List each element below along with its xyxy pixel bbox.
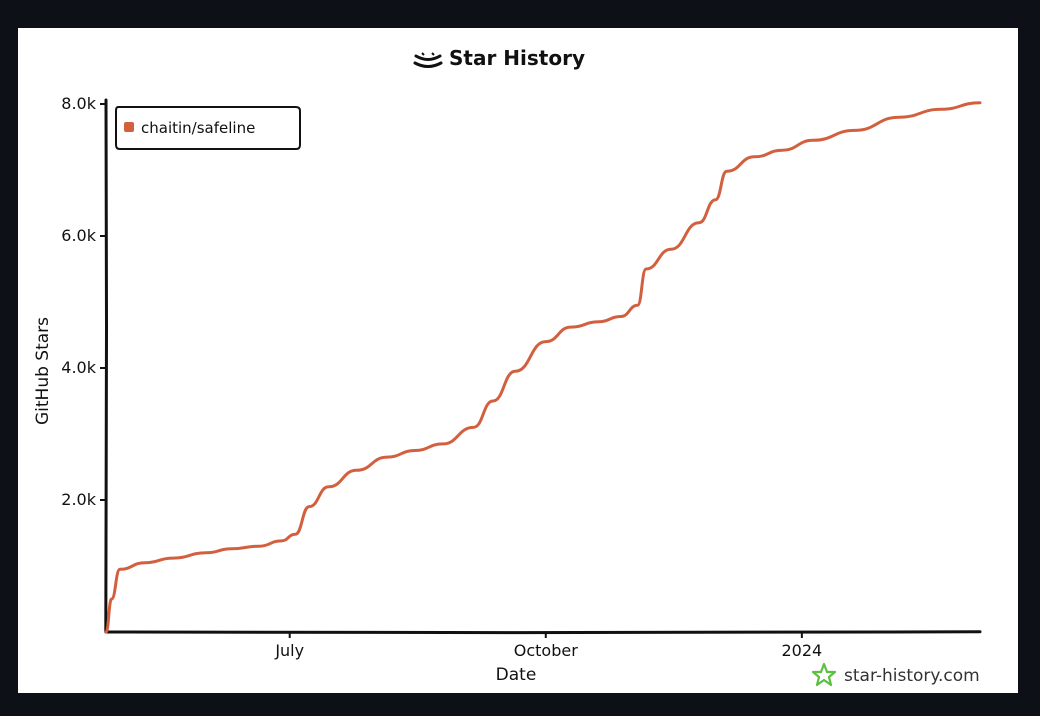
star-icon bbox=[811, 662, 837, 687]
chart-title-group: Star History bbox=[413, 46, 585, 70]
legend-swatch bbox=[124, 122, 134, 132]
series-group bbox=[104, 101, 982, 634]
brand-text: star-history.com bbox=[844, 666, 980, 686]
title-logo-icon bbox=[413, 52, 443, 68]
y-tick-label: 8.0k bbox=[61, 94, 96, 113]
y-tick-label: 6.0k bbox=[61, 226, 96, 245]
star-history-chart: Star History 2.0k 4.0k 6.0k 8.0k July Octobe… bbox=[33, 46, 982, 687]
y-ticks: 2.0k 4.0k 6.0k 8.0k bbox=[61, 94, 106, 509]
chart-title: Star History bbox=[449, 46, 585, 70]
chart-card: Star History 2.0k 4.0k 6.0k 8.0k July Octobe… bbox=[18, 28, 1018, 693]
legend: chaitin/safeline bbox=[115, 106, 301, 150]
x-ticks: July October 2024 bbox=[274, 632, 822, 660]
brand: star-history.com bbox=[811, 662, 980, 687]
y-axis-title: GitHub Stars bbox=[33, 317, 53, 425]
x-tick-label: 2024 bbox=[782, 641, 823, 660]
axes bbox=[104, 98, 982, 635]
legend-box bbox=[115, 106, 301, 150]
y-tick-label: 4.0k bbox=[61, 358, 96, 377]
y-tick-label: 2.0k bbox=[61, 490, 96, 509]
x-tick-label: October bbox=[514, 641, 578, 660]
x-axis-line bbox=[104, 630, 982, 635]
x-axis-title: Date bbox=[496, 665, 537, 685]
legend-label: chaitin/safeline bbox=[141, 119, 255, 137]
series-line bbox=[104, 101, 982, 634]
y-axis-line bbox=[104, 98, 109, 634]
x-tick-label: July bbox=[274, 641, 304, 660]
